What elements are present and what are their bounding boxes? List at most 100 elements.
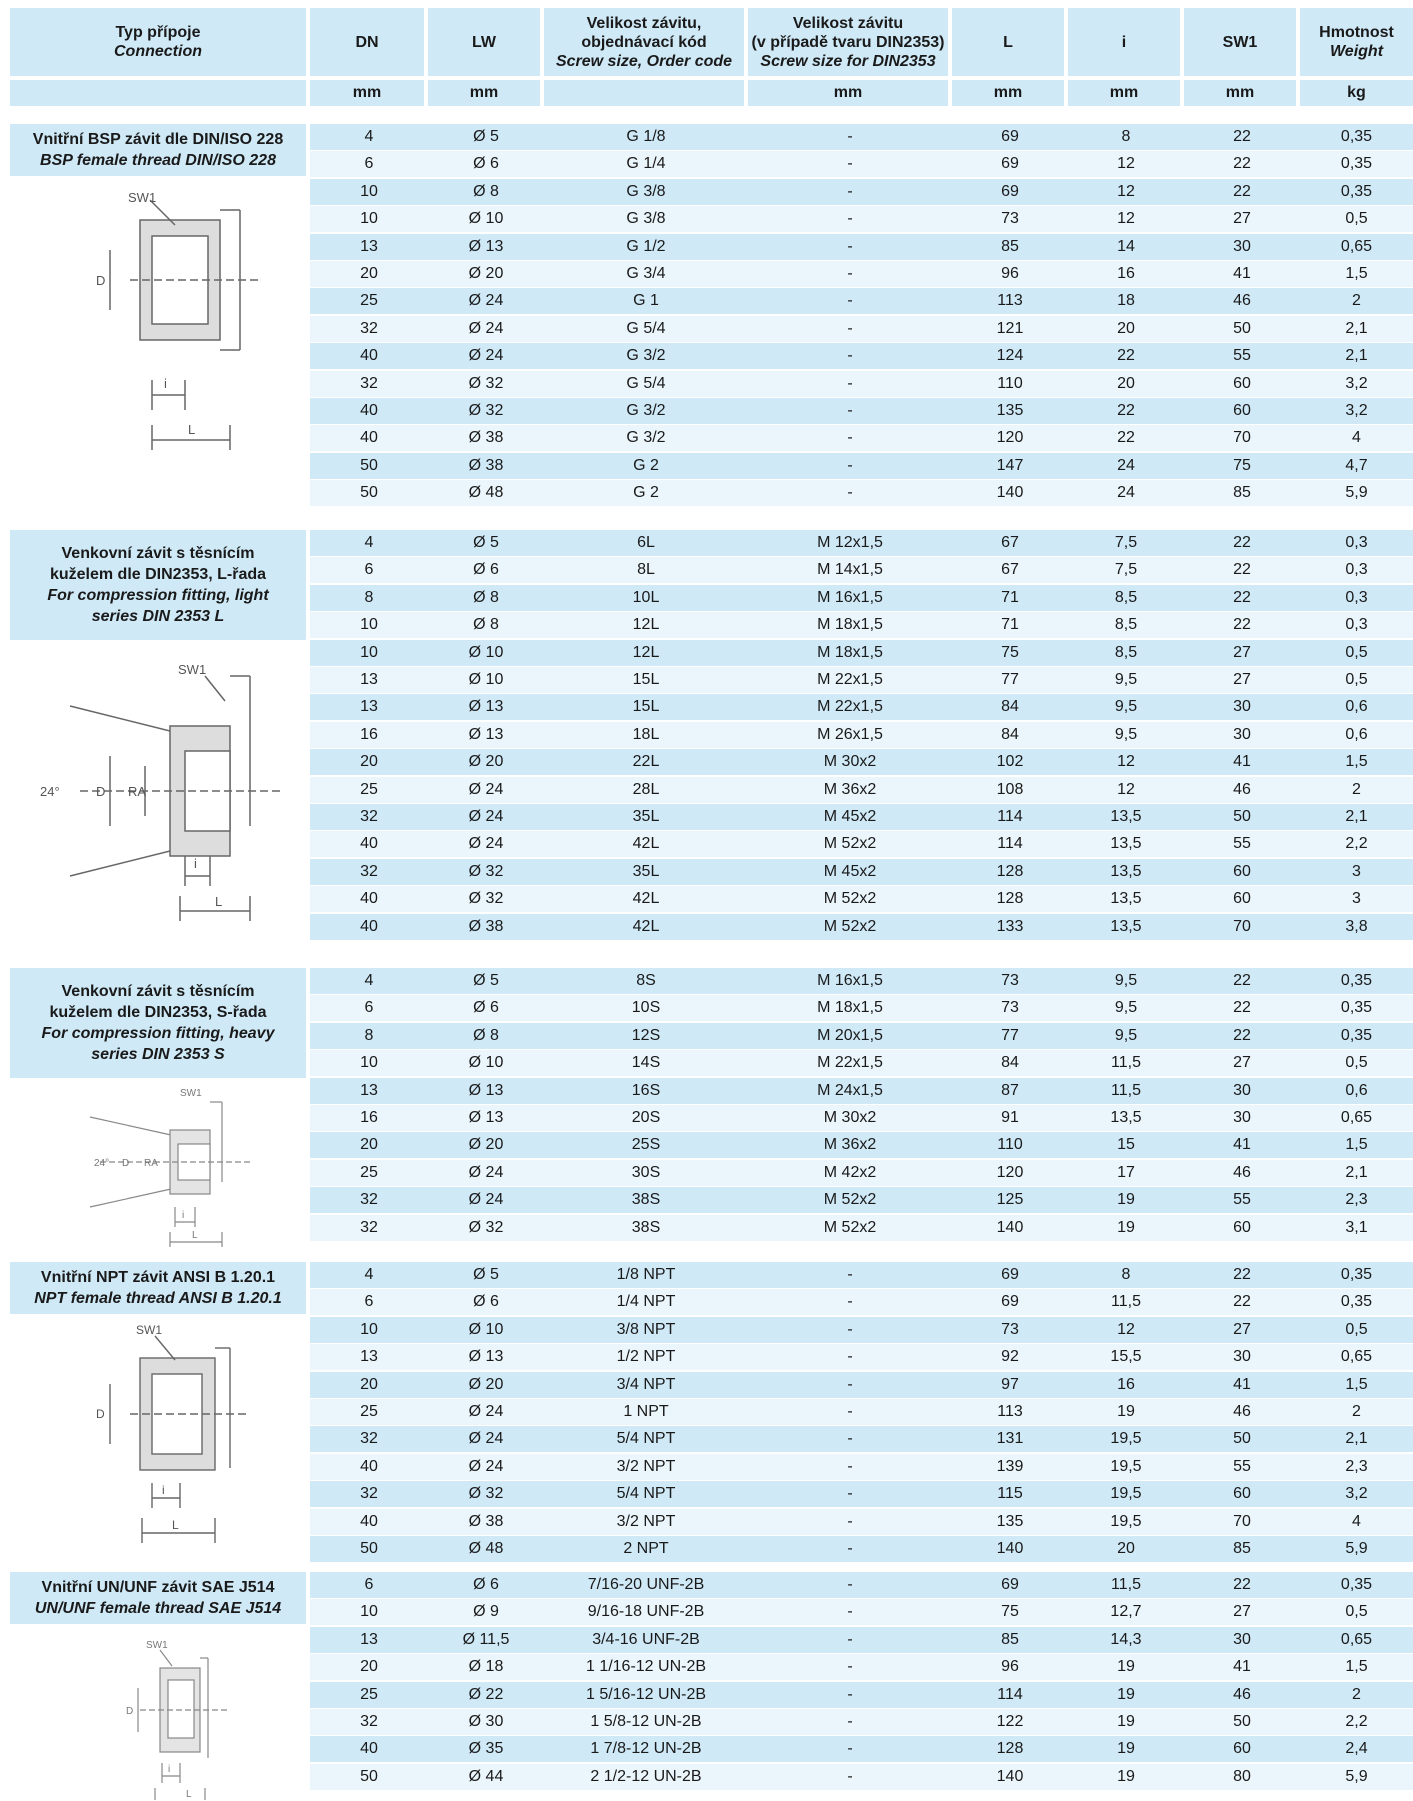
cell-screw-size: G 3/2 (626, 402, 666, 419)
cell-weight: 3,2 (1345, 1485, 1368, 1502)
cell-din-size: - (847, 1713, 853, 1730)
cell-din-size: - (847, 1403, 853, 1420)
cell-i: 12 (1117, 1321, 1135, 1338)
cell-sw1: 27 (1233, 644, 1251, 661)
cell-dn: 13 (360, 238, 378, 255)
cell-lw: Ø 5 (473, 534, 499, 551)
drawing-sw-label: SW1 (136, 1323, 162, 1337)
cell-i: 19 (1117, 1768, 1135, 1785)
cell-sw1: 41 (1233, 1658, 1251, 1675)
unit-l: mm (952, 80, 1064, 106)
cell-sw1: 50 (1233, 808, 1251, 825)
cell-l: 114 (997, 1686, 1023, 1703)
cell-sw1: 50 (1233, 1713, 1251, 1730)
cell-screw-size: G 3/2 (626, 429, 666, 446)
cell-din-size: - (847, 1293, 853, 1310)
cell-sw1: 85 (1233, 484, 1251, 501)
cell-dn: 32 (360, 1485, 378, 1502)
cell-din-size: - (847, 1686, 853, 1703)
section-unf-label: Vnitřní UN/UNF závit SAE J514 UN/UNF fem… (10, 1572, 306, 1624)
table-row: 25 Ø 24 G 1 - 113 18 46 2 (310, 288, 1413, 314)
unit-weight: kg (1300, 80, 1413, 106)
cell-l: 124 (996, 347, 1024, 364)
cell-lw: Ø 32 (468, 375, 504, 392)
cell-dn: 25 (360, 1403, 378, 1420)
table-row: 25 Ø 24 1 NPT - 113 19 46 2 (310, 1399, 1413, 1425)
cell-din-size: M 45x2 (823, 863, 877, 880)
cell-weight: 0,5 (1345, 644, 1368, 661)
cell-weight: 0,35 (1340, 1266, 1373, 1283)
cell-sw1: 41 (1233, 1136, 1251, 1153)
section-title-en: NPT female thread ANSI B 1.20.1 (34, 1290, 282, 1307)
cell-l: 133 (996, 918, 1024, 935)
cell-weight: 2,3 (1345, 1191, 1368, 1208)
table-row: 13 Ø 13 G 1/2 - 85 14 30 0,65 (310, 234, 1413, 260)
cell-lw: Ø 6 (473, 155, 499, 172)
cell-din-size: M 45x2 (823, 808, 877, 825)
section-title-cz: Vnitřní BSP závit dle DIN/ISO 228 (32, 131, 284, 148)
cell-sw1: 27 (1233, 1603, 1251, 1620)
header-i: i (1068, 8, 1180, 76)
table-row: 13 Ø 11,5 3/4-16 UNF-2B - 85 14,3 30 0,65 (310, 1627, 1413, 1653)
header-lw: LW (428, 8, 540, 76)
cell-l: 96 (1001, 265, 1019, 282)
section-title-cz: Vnitřní NPT závit ANSI B 1.20.1 (40, 1269, 276, 1286)
cell-lw: Ø 48 (468, 484, 504, 501)
cell-sw1: 22 (1233, 1576, 1251, 1593)
header-l: L (952, 8, 1064, 76)
cell-lw: Ø 10 (468, 671, 504, 688)
cell-din-size: M 30x2 (823, 1109, 877, 1126)
drawing-l-label: L (188, 422, 195, 437)
cell-screw-size: 38S (631, 1191, 661, 1208)
cell-din-size: - (847, 375, 853, 392)
cell-lw: Ø 35 (468, 1740, 504, 1757)
table-row: 8 Ø 8 12S M 20x1,5 77 9,5 22 0,35 (310, 1023, 1413, 1049)
cell-screw-size: 22L (632, 753, 660, 770)
section-din-s-label: Venkovní závit s těsnícím kuželem dle DI… (10, 968, 306, 1078)
cell-screw-size: 20S (631, 1109, 661, 1126)
cell-din-size: M 16x1,5 (817, 589, 883, 606)
cell-screw-size: 5/4 NPT (616, 1430, 676, 1447)
cell-i: 9,5 (1114, 972, 1138, 989)
cell-i: 12 (1117, 155, 1135, 172)
cell-lw: Ø 38 (468, 457, 504, 474)
cell-dn: 32 (360, 320, 378, 337)
table-row: 6 Ø 6 1/4 NPT - 69 11,5 22 0,35 (310, 1289, 1413, 1315)
cell-dn: 40 (360, 835, 378, 852)
cell-din-size: - (847, 1768, 853, 1785)
cell-l: 84 (1001, 1054, 1019, 1071)
drawing-l-label: L (215, 894, 222, 909)
npt-thread-drawing: SW1 D i L (10, 1318, 306, 1550)
cell-dn: 32 (360, 808, 378, 825)
cell-dn: 25 (360, 292, 378, 309)
cell-din-size: - (847, 457, 853, 474)
header-weight-en: Weight (1329, 43, 1384, 60)
section-bsp-label: Vnitřní BSP závit dle DIN/ISO 228 BSP fe… (10, 124, 306, 176)
cell-screw-size: 1 5/8-12 UN-2B (590, 1713, 702, 1730)
cell-screw-size: 1/4 NPT (616, 1293, 676, 1310)
cell-screw-size: 5/4 NPT (616, 1485, 676, 1502)
drawing-sw-label: SW1 (180, 1088, 202, 1099)
cell-l: 69 (1001, 1576, 1019, 1593)
cell-din-size: - (847, 210, 853, 227)
cell-dn: 25 (360, 1164, 378, 1181)
cell-screw-size: 3/2 NPT (616, 1513, 676, 1530)
cell-i: 19 (1117, 1403, 1135, 1420)
cell-l: 114 (997, 808, 1023, 825)
table-row: 4 Ø 5 G 1/8 - 69 8 22 0,35 (310, 124, 1413, 150)
cell-screw-size: 16S (631, 1082, 661, 1099)
table-row: 10 Ø 10 3/8 NPT - 73 12 27 0,5 (310, 1317, 1413, 1343)
cell-weight: 1,5 (1345, 1658, 1368, 1675)
cell-din-size: - (847, 292, 853, 309)
cell-weight: 0,65 (1340, 1631, 1373, 1648)
cell-sw1: 30 (1233, 238, 1251, 255)
cell-screw-size: G 2 (633, 457, 659, 474)
cell-screw-size: 25S (631, 1136, 661, 1153)
cell-din-size: - (847, 347, 853, 364)
cell-lw: Ø 24 (468, 835, 504, 852)
cell-weight: 2,1 (1345, 1430, 1368, 1447)
cell-screw-size: G 3/8 (626, 183, 666, 200)
cell-sw1: 30 (1233, 698, 1251, 715)
cell-dn: 50 (360, 457, 378, 474)
din-l-drawing: SW1 24° D RA i L (10, 646, 306, 946)
